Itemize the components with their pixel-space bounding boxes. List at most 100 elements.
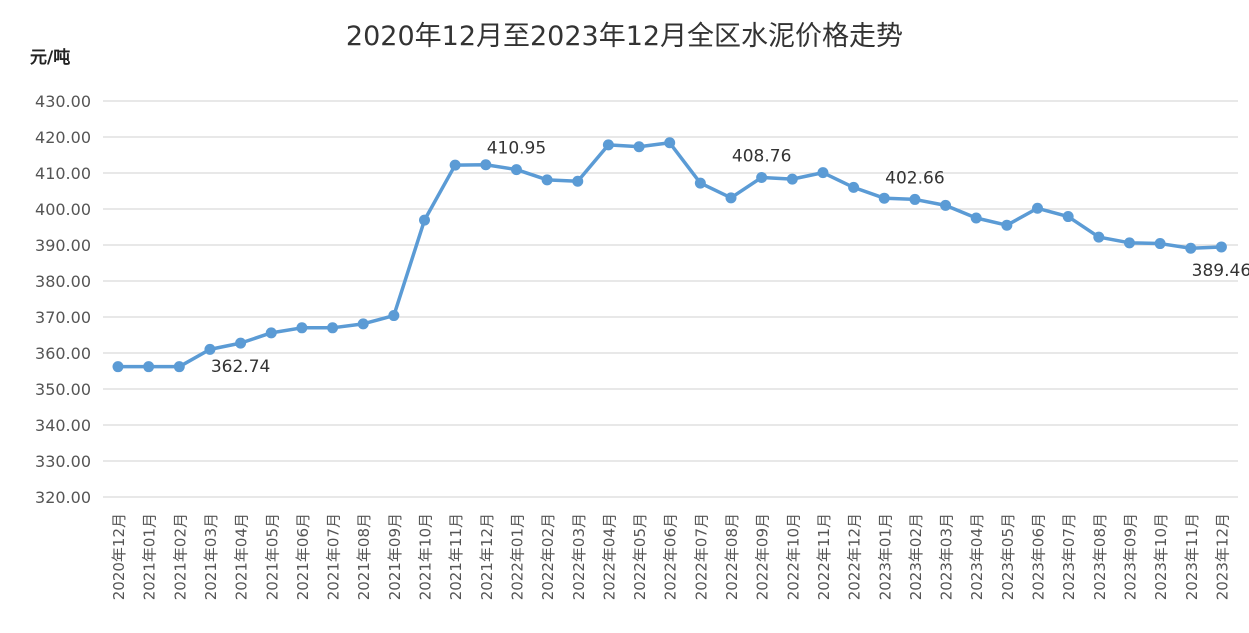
x-tick-label: 2021年12月 <box>478 513 496 600</box>
x-tick-label: 2021年10月 <box>417 513 435 600</box>
x-tick-label: 2022年08月 <box>723 513 741 600</box>
x-tick-label: 2021年08月 <box>355 513 373 600</box>
data-point <box>235 337 247 349</box>
x-tick-label: 2023年04月 <box>968 513 986 600</box>
x-tick-label: 2022年01月 <box>508 513 526 600</box>
data-point <box>970 212 982 224</box>
y-tick-label: 320.00 <box>35 488 91 507</box>
x-tick-label: 2021年01月 <box>141 513 159 600</box>
y-axis-unit-label: 元/吨 <box>30 48 71 68</box>
x-tick-label: 2023年01月 <box>876 513 894 600</box>
x-tick-label: 2023年10月 <box>1152 513 1170 600</box>
data-point <box>602 139 614 151</box>
data-point <box>725 192 737 204</box>
x-tick-label: 2021年11月 <box>447 513 465 600</box>
data-point <box>878 192 890 204</box>
x-tick-label: 2021年04月 <box>233 513 251 600</box>
data-labels: 362.74 410.95 408.76 402.66 389.46 <box>211 139 1249 378</box>
data-label: 362.74 <box>211 357 270 377</box>
data-point <box>173 361 185 373</box>
data-point <box>265 327 277 339</box>
data-point <box>1154 238 1166 250</box>
y-tick-label: 370.00 <box>35 308 91 327</box>
y-tick-label: 390.00 <box>35 236 91 255</box>
data-point <box>756 171 768 183</box>
x-tick-label: 2023年02月 <box>907 513 925 600</box>
data-point <box>480 159 492 171</box>
data-point <box>1032 202 1043 214</box>
data-point <box>940 199 952 211</box>
y-axis-ticks: 320.00 330.00 340.00 350.00 360.00 370.00 380.… <box>35 92 91 507</box>
x-tick-label: 2023年09月 <box>1121 513 1139 600</box>
data-point <box>510 164 522 176</box>
y-tick-label: 360.00 <box>35 344 91 363</box>
x-tick-label: 2022年06月 <box>662 513 680 600</box>
data-point <box>909 193 921 205</box>
x-tick-label: 2021年07月 <box>325 513 343 600</box>
x-tick-label: 2023年06月 <box>1030 513 1048 600</box>
x-tick-label: 2022年11月 <box>815 513 833 600</box>
data-point <box>786 173 798 185</box>
data-point <box>449 159 461 171</box>
data-point <box>664 137 676 149</box>
data-point <box>296 322 308 334</box>
data-point <box>694 177 706 189</box>
series-layer <box>112 137 1227 373</box>
y-tick-label: 350.00 <box>35 380 91 399</box>
y-tick-label: 340.00 <box>35 416 91 435</box>
data-point <box>204 343 216 355</box>
data-point <box>327 322 339 334</box>
data-point <box>357 318 369 330</box>
x-tick-label: 2022年12月 <box>846 513 864 600</box>
data-label: 408.76 <box>732 146 791 166</box>
data-point <box>1062 211 1074 223</box>
x-tick-label: 2023年03月 <box>938 513 956 600</box>
data-point <box>541 174 553 186</box>
x-tick-label: 2021年02月 <box>171 513 189 600</box>
x-axis-ticks: 2020年12月 2021年01月 2021年02月 2021年03月 2021年04月… <box>110 513 1231 600</box>
data-point <box>388 310 400 322</box>
data-point <box>112 361 124 373</box>
chart-title: 2020年12月至2023年12月全区水泥价格走势 <box>345 21 904 52</box>
data-point <box>1093 231 1105 243</box>
x-tick-label: 2023年12月 <box>1213 513 1231 600</box>
x-tick-label: 2022年05月 <box>631 513 649 600</box>
data-label: 389.46 <box>1192 261 1249 281</box>
x-tick-label: 2022年02月 <box>539 513 557 600</box>
x-tick-label: 2022年03月 <box>570 513 588 600</box>
x-tick-label: 2022年10月 <box>784 513 802 600</box>
x-tick-label: 2023年05月 <box>999 513 1017 600</box>
y-tick-label: 380.00 <box>35 272 91 291</box>
x-tick-label: 2021年03月 <box>202 513 220 600</box>
y-tick-label: 410.00 <box>35 164 91 183</box>
x-tick-label: 2020年12月 <box>110 513 128 600</box>
data-point <box>1215 241 1227 253</box>
data-point <box>143 361 155 373</box>
grid-lines <box>103 100 1238 498</box>
data-point <box>848 181 860 193</box>
x-tick-label: 2021年05月 <box>263 513 281 600</box>
data-point <box>633 141 645 153</box>
series-line <box>118 141 1222 369</box>
x-tick-label: 2023年11月 <box>1183 513 1201 600</box>
data-point <box>817 167 829 179</box>
x-tick-label: 2021年06月 <box>294 513 312 600</box>
y-tick-label: 330.00 <box>35 452 91 471</box>
data-point <box>1123 237 1135 249</box>
data-label: 410.95 <box>487 139 546 159</box>
data-point <box>1185 242 1197 254</box>
x-tick-label: 2021年09月 <box>386 513 404 600</box>
data-label: 402.66 <box>885 168 944 188</box>
x-tick-label: 2023年08月 <box>1091 513 1109 600</box>
y-tick-label: 430.00 <box>35 92 91 111</box>
data-point <box>419 214 430 226</box>
x-tick-label: 2022年04月 <box>600 513 618 600</box>
data-point <box>1001 219 1013 231</box>
y-tick-label: 400.00 <box>35 200 91 219</box>
y-tick-label: 420.00 <box>35 128 91 147</box>
x-tick-label: 2022年09月 <box>754 513 772 600</box>
x-tick-label: 2023年07月 <box>1060 513 1078 600</box>
data-point <box>572 175 584 187</box>
x-tick-label: 2022年07月 <box>692 513 710 600</box>
